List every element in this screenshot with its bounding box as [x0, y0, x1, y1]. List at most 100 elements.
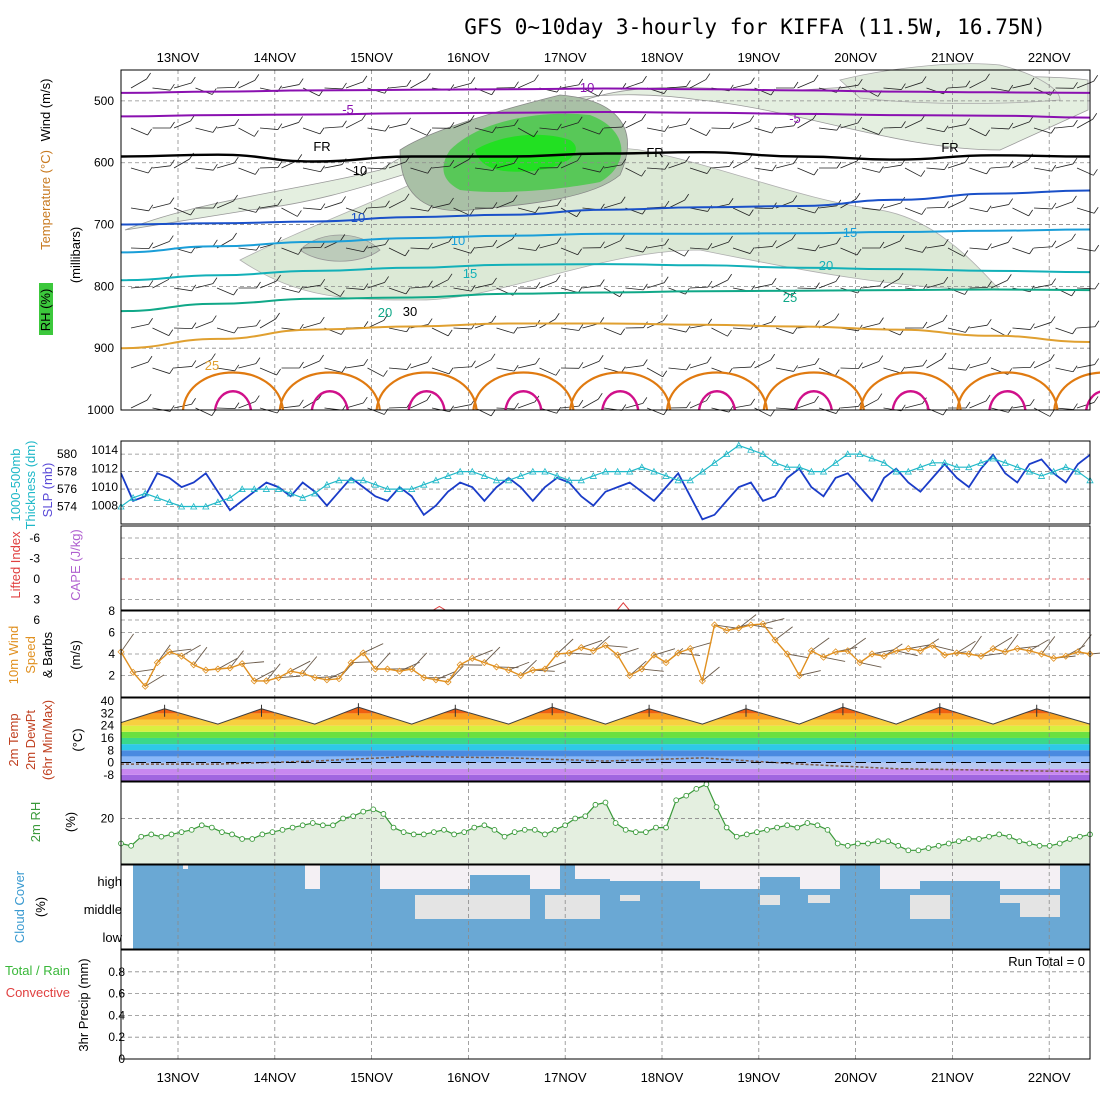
wind-barb [238, 127, 255, 137]
wind-barb [216, 86, 236, 89]
bottom-day-label: 22NOV [1028, 1070, 1071, 1085]
wind-barb-feather [385, 162, 390, 170]
rh-contour-label: 10 [353, 163, 367, 178]
thickness-tick-label: 580 [57, 447, 77, 461]
wind-barb-feather [342, 120, 347, 127]
li-tick-label: -6 [29, 531, 40, 545]
wind-barb-feather [191, 360, 197, 367]
wind-barb [410, 127, 428, 136]
freezing-level-label: FR [646, 145, 663, 160]
wind-barb [388, 85, 407, 89]
wind-barb [173, 207, 191, 216]
wind-barb-feather [427, 318, 433, 325]
top-day-label: 22NOV [1028, 50, 1071, 65]
wind-barb [990, 127, 1009, 130]
wind-barb [302, 284, 321, 289]
wind-speed-marker [735, 624, 743, 632]
wind-speed-marker [662, 659, 670, 667]
wind-barb [324, 126, 343, 129]
wind-barb [367, 167, 386, 170]
wind-barb [216, 407, 236, 410]
wind-speed-marker [577, 643, 585, 652]
wind-barb-feather [855, 192, 861, 200]
wind-barb [646, 127, 665, 132]
wind-barb-feather [793, 81, 799, 89]
wind-barb-10m [133, 668, 155, 673]
wind-barb-feather [1094, 358, 1100, 365]
wind-barb [388, 123, 407, 129]
wind-barb-feather [492, 277, 497, 285]
thickness-marker [383, 485, 392, 492]
cloud-mid-gap [620, 895, 640, 901]
wind-barb-feather [987, 243, 992, 250]
rh-marker [754, 829, 760, 835]
temperature-contour-label: 15 [463, 266, 477, 281]
wind-barb [195, 407, 212, 416]
wind-barb-feather [900, 366, 906, 374]
wind-barb [195, 359, 212, 369]
wind-speed-marker [238, 660, 246, 668]
wind-barb [130, 167, 149, 174]
wind-barb-feather [705, 73, 711, 80]
wind-barb [281, 405, 300, 409]
thickness-marker [601, 467, 610, 475]
wind-barb-feather [770, 353, 776, 361]
thickness-marker [468, 467, 476, 475]
wind-barb [345, 364, 364, 369]
y-label-precip-total: Total / Rain [5, 963, 70, 978]
wind-barb-feather [362, 207, 368, 215]
wind-barb [302, 167, 321, 173]
wind-barb-feather [728, 235, 733, 243]
wind-barb [173, 82, 192, 89]
wind-barb-10m [1077, 634, 1092, 653]
wind-barb-feather [555, 275, 561, 282]
rh-marker [259, 831, 266, 838]
wind-barb-10m [774, 626, 793, 641]
cloud-high-gap [575, 865, 610, 879]
y-label-cape: CAPE (J/kg) [68, 529, 83, 601]
isotherm-line [120, 189, 1091, 226]
rh-marker [653, 824, 659, 831]
wind-barb-feather [146, 393, 152, 401]
wind-barb-feather [942, 314, 948, 322]
wind-barb-feather [792, 195, 798, 202]
thickness-marker [395, 485, 404, 492]
thickness-marker [783, 463, 791, 471]
wind-barb [926, 320, 944, 329]
wind-barb [1012, 327, 1031, 330]
wind-barb [474, 167, 493, 171]
wind-barb-feather [963, 250, 969, 257]
isotherm-30-cell [665, 371, 769, 411]
wind-barb-feather [535, 357, 540, 365]
wind-barb [904, 403, 923, 409]
bottom-day-label: 19NOV [737, 1070, 780, 1085]
wind-barb-feather [879, 279, 885, 287]
wind-barb-feather [406, 117, 411, 125]
thickness-marker [1013, 463, 1022, 471]
y-label-temp-1: 2m Temp [6, 713, 21, 766]
rh-marker [784, 822, 791, 829]
wind-barb-feather [599, 279, 605, 286]
temperature-contour-label: 20 [819, 258, 833, 273]
wind-barb [904, 365, 923, 369]
rh-marker [552, 826, 558, 833]
rh-marker [461, 829, 468, 835]
wind-barb-feather [535, 282, 541, 289]
top-day-label: 21NOV [931, 50, 974, 65]
y-label-rh2m-unit: (%) [63, 812, 78, 832]
thickness-marker [420, 480, 428, 488]
wind-barb [367, 244, 386, 249]
y-label-temp-2: 2m DewPt [23, 710, 38, 770]
isotherm-35-cell [891, 390, 930, 411]
wind-speed-marker [844, 647, 852, 655]
wind-barb [431, 241, 450, 249]
wind-barb [947, 124, 966, 129]
wind-barb [324, 367, 343, 373]
wind-barb-10m [484, 646, 501, 663]
thickness-marker [190, 502, 198, 510]
rh-marker [814, 822, 821, 829]
wind-barb-feather [233, 194, 238, 202]
wind-barb [474, 359, 492, 369]
isotherm-30-cell [1053, 371, 1100, 411]
